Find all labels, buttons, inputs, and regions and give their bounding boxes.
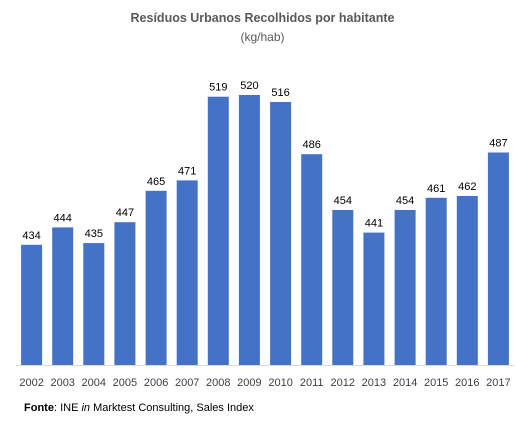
x-tick-2008: 2008 — [206, 377, 230, 389]
bar-2015 — [425, 197, 447, 365]
bar-2005 — [114, 222, 136, 365]
x-tick-2006: 2006 — [144, 377, 168, 389]
bar-2011 — [301, 154, 323, 365]
source-text-2: Marktest Consulting, Sales Index — [90, 402, 254, 414]
bar-2002 — [21, 244, 43, 365]
x-tick-2010: 2010 — [268, 377, 292, 389]
source-italic: in — [81, 402, 91, 414]
bar-2010 — [270, 102, 292, 365]
bar-2003 — [52, 227, 74, 365]
x-tick-2007: 2007 — [175, 377, 199, 389]
data-label-2013: 441 — [365, 218, 383, 230]
x-tick-2002: 2002 — [19, 377, 43, 389]
bar-2014 — [394, 210, 416, 365]
data-label-2015: 461 — [427, 183, 445, 195]
bar-2007 — [176, 180, 198, 365]
source-label: Fonte — [24, 402, 54, 414]
bar-2013 — [363, 232, 385, 365]
x-tick-2017: 2017 — [486, 377, 510, 389]
data-label-2004: 435 — [85, 228, 103, 240]
data-label-2008: 519 — [209, 82, 227, 94]
x-tick-2011: 2011 — [300, 377, 324, 389]
x-tick-2009: 2009 — [237, 377, 261, 389]
bar-2017 — [487, 152, 509, 365]
data-label-2010: 516 — [271, 87, 289, 99]
bar-2008 — [207, 96, 229, 365]
chart-subtitle: (kg/hab) — [240, 30, 285, 44]
data-label-2016: 462 — [458, 181, 476, 193]
data-label-2006: 465 — [147, 176, 165, 188]
x-tick-2003: 2003 — [50, 377, 74, 389]
data-label-2012: 454 — [334, 195, 352, 207]
data-label-2014: 454 — [396, 195, 414, 207]
x-tick-2013: 2013 — [362, 377, 386, 389]
source-note: Fonte: INE in Marktest Consulting, Sales… — [24, 402, 254, 414]
data-label-2007: 471 — [178, 165, 196, 177]
source-text-1: : INE — [53, 402, 82, 414]
bar-2006 — [145, 190, 167, 365]
data-label-2005: 447 — [116, 207, 134, 219]
data-label-2011: 486 — [303, 139, 321, 151]
bar-2016 — [456, 196, 478, 365]
x-tick-2015: 2015 — [424, 377, 448, 389]
bar-2012 — [332, 210, 354, 365]
data-label-2017: 487 — [489, 138, 507, 150]
x-tick-2016: 2016 — [455, 377, 479, 389]
x-tick-2005: 2005 — [113, 377, 137, 389]
x-tick-2014: 2014 — [393, 377, 417, 389]
bar-2004 — [83, 243, 105, 365]
data-label-2002: 434 — [22, 230, 40, 242]
bar-2009 — [238, 95, 260, 365]
x-tick-2004: 2004 — [82, 377, 106, 389]
data-label-2003: 444 — [54, 212, 72, 224]
x-tick-2012: 2012 — [331, 377, 355, 389]
chart-title: Resíduos Urbanos Recolhidos por habitant… — [130, 11, 395, 25]
data-label-2009: 520 — [240, 80, 258, 92]
